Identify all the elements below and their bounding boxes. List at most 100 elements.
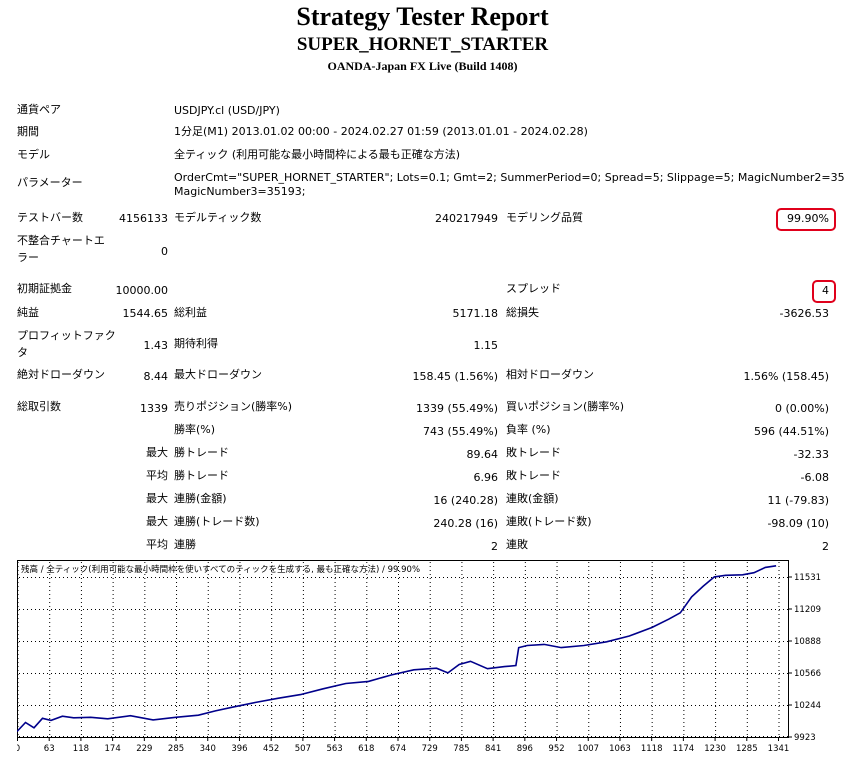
grid-dot [715, 726, 717, 727]
grid-dot [515, 736, 516, 737]
grid-dot [619, 622, 621, 623]
grid-dot [271, 578, 273, 579]
grid-dot [366, 578, 368, 579]
grid-dot [735, 705, 736, 706]
grid-dot [683, 610, 685, 611]
grid-dot [80, 562, 82, 563]
grid-dot [619, 562, 621, 563]
y-tick-label: 9923 [794, 733, 816, 743]
grid-dot [271, 698, 273, 699]
grid-dot [155, 705, 156, 706]
grid-dot [151, 577, 152, 578]
grid-dot [588, 578, 590, 579]
grid-dot [524, 594, 526, 595]
grid-dot [51, 641, 52, 642]
x-tick-label: 396 [231, 744, 247, 754]
grid-dot [715, 641, 716, 642]
grid-dot [651, 594, 653, 595]
grid-dot [555, 705, 556, 706]
grid-dot [17, 662, 19, 663]
grid-dot [334, 582, 336, 583]
grid-dot [461, 734, 463, 735]
grid-dot [187, 609, 188, 610]
grid-dot [17, 734, 19, 735]
params-label: パラメーター [17, 176, 83, 189]
grid-dot [556, 590, 558, 591]
grid-dot [746, 698, 748, 699]
grid-dot [271, 674, 273, 675]
grid-dot [207, 646, 209, 647]
grid-dot [334, 734, 336, 735]
grid-dot [619, 609, 620, 610]
grid-dot [302, 698, 304, 699]
grid-dot [80, 654, 82, 655]
grid-dot [19, 577, 20, 578]
y-tick-label: 11531 [794, 573, 821, 583]
grid-dot [429, 590, 431, 591]
grid-dot [80, 590, 82, 591]
grid-dot [175, 641, 176, 642]
largest-profit-value: 89.64 [466, 448, 499, 461]
grid-dot [211, 673, 212, 674]
grid-dot [731, 577, 732, 578]
grid-dot [475, 641, 476, 642]
grid-dot [17, 722, 19, 723]
grid-dot [739, 705, 740, 706]
grid-dot [398, 654, 399, 655]
grid-dot [778, 734, 780, 735]
grid-dot [299, 577, 300, 578]
grid-dot [144, 598, 146, 599]
grid-dot [447, 577, 448, 578]
grid-dot [683, 578, 685, 579]
grid-dot [176, 622, 178, 623]
grid-dot [711, 705, 712, 706]
loss-trades-value: 596 (44.51%) [753, 425, 829, 438]
maximal-drawdown-label: 最大ドローダウン [174, 368, 262, 381]
grid-dot [303, 705, 304, 706]
grid-dot [746, 666, 748, 667]
grid-dot [112, 662, 114, 663]
grid-dot [334, 654, 336, 655]
grid-dot [461, 594, 463, 595]
grid-dot [778, 658, 780, 659]
maximal-drawdown-value: 158.45 (1.56%) [412, 370, 498, 383]
grid-dot [419, 705, 420, 706]
grid-dot [751, 736, 752, 737]
grid-dot [302, 706, 304, 707]
grid-dot [151, 609, 152, 610]
grid-dot [195, 577, 196, 578]
grid-dot [331, 673, 332, 674]
grid-dot [778, 606, 780, 607]
grid-dot [147, 609, 148, 610]
grid-dot [467, 609, 468, 610]
grid-dot [51, 609, 52, 610]
grid-dot [623, 609, 624, 610]
grid-dot [524, 718, 526, 719]
grid-dot [778, 674, 780, 675]
grid-dot [715, 582, 717, 583]
grid-dot [739, 609, 740, 610]
grid-dot [144, 702, 146, 703]
grid-dot [455, 673, 456, 674]
grid-dot [207, 694, 209, 695]
grid-dot [135, 736, 136, 737]
grid-dot [663, 577, 664, 578]
grid-dot [715, 718, 717, 719]
grid-dot [135, 705, 136, 706]
grid-dot [302, 682, 304, 683]
grid-dot [112, 674, 114, 675]
grid-dot [49, 642, 51, 643]
gross-loss-label: 総損失 [506, 306, 539, 319]
grid-dot [619, 736, 620, 737]
grid-dot [171, 577, 172, 578]
grid-dot [143, 705, 144, 706]
grid-dot [307, 673, 308, 674]
grid-dot [334, 682, 336, 683]
grid-dot [75, 577, 76, 578]
grid-dot [619, 690, 621, 691]
grid-dot [115, 673, 116, 674]
grid-dot [311, 609, 312, 610]
long-positions-value: 0 (0.00%) [774, 402, 829, 415]
grid-dot [239, 606, 241, 607]
grid-dot [461, 682, 463, 683]
